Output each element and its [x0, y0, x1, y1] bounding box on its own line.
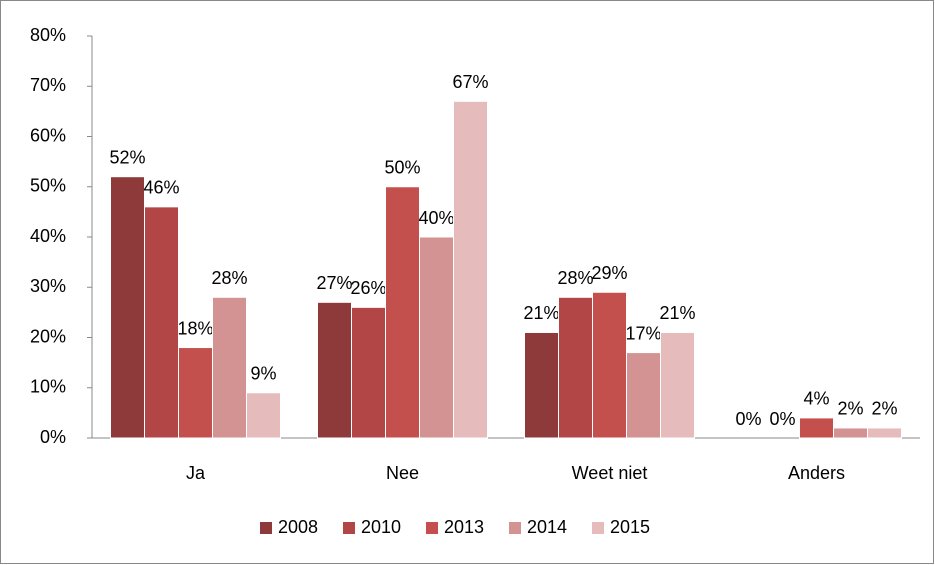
y-tick-label: 30% [30, 276, 66, 296]
legend-label: 2013 [444, 517, 484, 537]
y-tick-label: 10% [30, 377, 66, 397]
value-label: 28% [557, 268, 593, 288]
value-label: 52% [109, 147, 145, 167]
bar [317, 301, 352, 439]
legend-label: 2010 [361, 517, 401, 537]
legend-label: 2008 [278, 517, 318, 537]
value-label: 21% [523, 303, 559, 323]
bar [867, 427, 902, 439]
y-tick-label: 50% [30, 176, 66, 196]
x-tick-label: Anders [788, 463, 845, 483]
legend-swatch [260, 522, 272, 534]
legend-label: 2015 [610, 517, 650, 537]
bar [385, 186, 420, 439]
legend-swatch [343, 522, 355, 534]
value-label: 26% [350, 278, 386, 298]
value-label: 17% [625, 323, 661, 343]
value-label: 50% [384, 158, 420, 178]
value-label: 9% [250, 364, 276, 384]
value-label: 67% [452, 72, 488, 92]
bar [351, 306, 386, 439]
x-tick-label: Weet niet [572, 463, 648, 483]
y-tick-label: 60% [30, 125, 66, 145]
bar [524, 331, 559, 439]
value-label: 4% [803, 389, 829, 409]
bar [453, 100, 488, 439]
bar [246, 392, 281, 439]
bar [660, 331, 695, 439]
bar [110, 176, 145, 439]
x-tick-label: Ja [186, 463, 206, 483]
value-label: 29% [591, 263, 627, 283]
value-label: 0% [735, 409, 761, 429]
y-tick-label: 0% [40, 427, 66, 447]
value-label: 2% [871, 399, 897, 419]
value-label: 40% [418, 208, 454, 228]
bar [212, 296, 247, 439]
value-label: 2% [837, 399, 863, 419]
bar [558, 296, 593, 439]
y-tick-label: 20% [30, 326, 66, 346]
y-tick-label: 80% [30, 25, 66, 45]
value-label: 27% [316, 273, 352, 293]
y-tick-label: 40% [30, 226, 66, 246]
legend-swatch [592, 522, 604, 534]
value-label: 18% [177, 318, 213, 338]
bar [419, 236, 454, 439]
bar [833, 427, 868, 439]
value-label: 21% [659, 303, 695, 323]
value-label: 0% [769, 409, 795, 429]
bar [592, 291, 627, 439]
legend-swatch [426, 522, 438, 534]
x-tick-label: Nee [386, 463, 419, 483]
bar [626, 352, 661, 439]
legend-swatch [509, 522, 521, 534]
value-label: 28% [211, 268, 247, 288]
legend-label: 2014 [527, 517, 567, 537]
y-tick-label: 70% [30, 75, 66, 95]
value-label: 46% [143, 178, 179, 198]
bar [799, 417, 834, 439]
bar [178, 347, 213, 439]
bar [144, 206, 179, 439]
